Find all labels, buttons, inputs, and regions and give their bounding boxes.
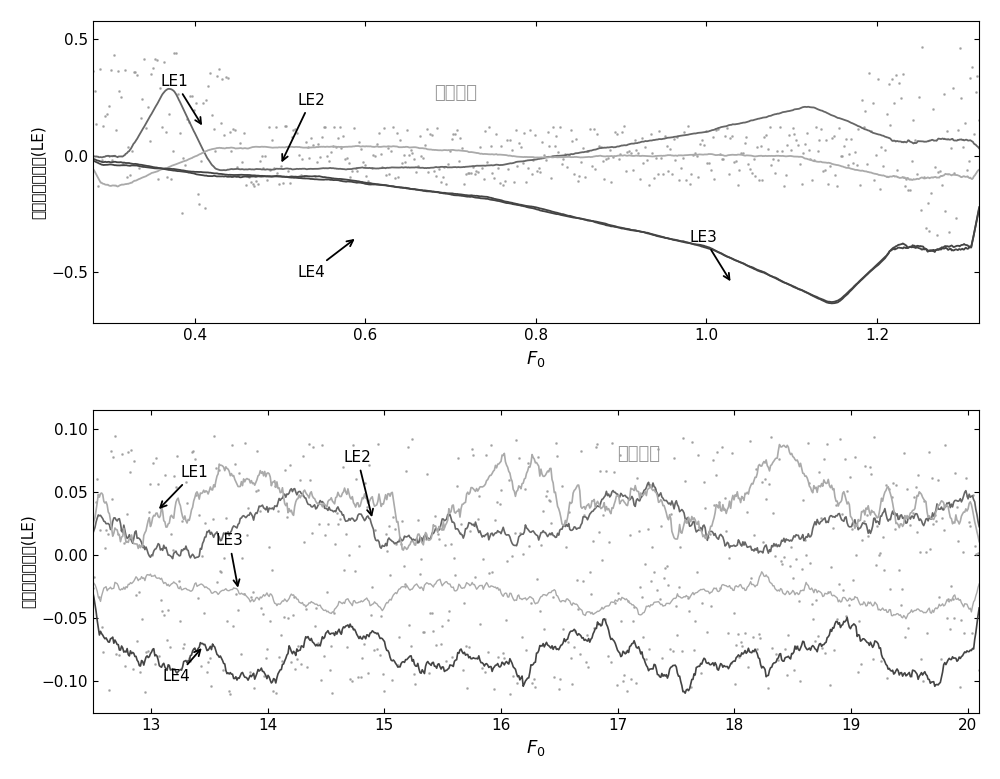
X-axis label: $F_0$: $F_0$ [526,349,546,368]
Y-axis label: 李雅普诺夫指数(LE): 李雅普诺夫指数(LE) [21,515,36,608]
X-axis label: $F_0$: $F_0$ [526,738,546,758]
Text: LE3: LE3 [689,230,729,280]
Text: LE4: LE4 [163,650,200,684]
Text: LE3: LE3 [215,533,243,586]
Text: LE2: LE2 [344,450,373,515]
Text: 响应系统: 响应系统 [618,446,661,464]
Y-axis label: 李雅普诺夫指数(LE): 李雅普诺夫指数(LE) [30,125,45,219]
Text: LE4: LE4 [297,240,353,280]
Text: LE2: LE2 [282,93,325,160]
Text: 驱动系统: 驱动系统 [434,83,477,101]
Text: LE1: LE1 [161,74,201,124]
Text: LE1: LE1 [160,465,208,508]
